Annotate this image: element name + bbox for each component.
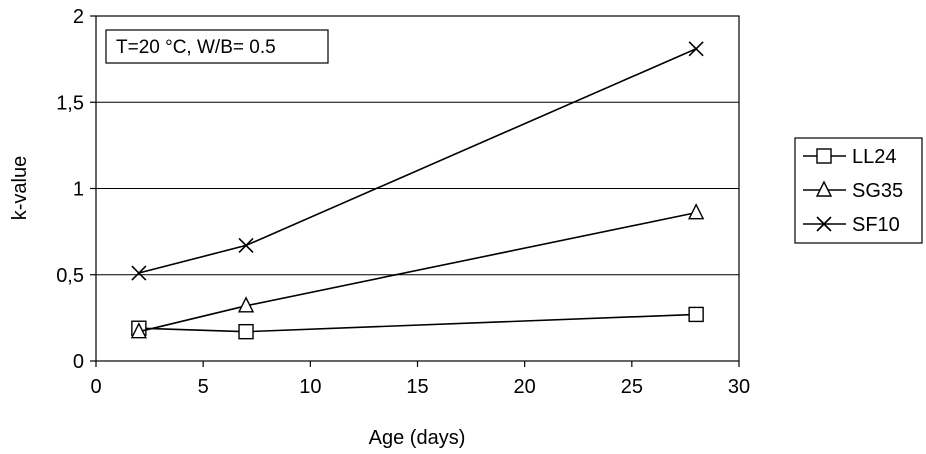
legend-label: LL24 bbox=[852, 146, 897, 168]
series-line bbox=[138, 211, 697, 333]
annotation-box: T=20 °C, W/B= 0.5 bbox=[105, 29, 329, 64]
x-axis-label: Age (days) bbox=[369, 427, 466, 449]
marker-square bbox=[688, 306, 704, 323]
marker-cross bbox=[131, 265, 147, 281]
marker-cross bbox=[688, 41, 704, 57]
series-line bbox=[138, 313, 697, 333]
x-tick-label: 5 bbox=[198, 376, 209, 398]
x-tick-label: 30 bbox=[728, 376, 750, 398]
marker-triangle bbox=[237, 296, 255, 313]
marker-cross bbox=[238, 237, 254, 253]
x-tick-label: 20 bbox=[514, 376, 536, 398]
y-axis-label: k-value bbox=[9, 156, 31, 220]
annotation-text: T=20 °C, W/B= 0.5 bbox=[116, 37, 276, 58]
legend-item-sf10: SF10 bbox=[803, 214, 900, 236]
legend-label: SF10 bbox=[852, 214, 900, 236]
axes: 00,511,520 5 10 15 20 25 30 bbox=[56, 6, 750, 398]
y-tick-label: 1 bbox=[73, 179, 84, 201]
legend: LL24 SG35 SF10 bbox=[794, 137, 923, 244]
y-tick-label: 0 bbox=[73, 351, 84, 373]
annotation-frame bbox=[105, 29, 329, 64]
series-sf10 bbox=[131, 41, 704, 281]
x-tick-label: 10 bbox=[299, 376, 321, 398]
legend-label: SG35 bbox=[852, 180, 903, 202]
x-tick-label: 25 bbox=[621, 376, 643, 398]
marker-square bbox=[816, 148, 832, 164]
y-tick-label: 1,5 bbox=[56, 92, 84, 114]
series-line bbox=[138, 48, 697, 274]
series-sg35 bbox=[130, 203, 705, 339]
x-tick-label: 15 bbox=[406, 376, 428, 398]
legend-item-ll24: LL24 bbox=[803, 146, 897, 168]
gridlines bbox=[96, 101, 739, 276]
series-group bbox=[130, 41, 705, 340]
marker-triangle bbox=[688, 203, 705, 220]
marker-square bbox=[238, 323, 254, 340]
legend-item-sg35: SG35 bbox=[803, 180, 903, 202]
marker-triangle bbox=[815, 180, 833, 197]
y-tick-label: 0,5 bbox=[56, 265, 84, 287]
x-tick-label: 0 bbox=[90, 376, 101, 398]
marker-cross bbox=[816, 216, 832, 232]
y-tick-label: 2 bbox=[73, 6, 84, 28]
marker-triangle bbox=[130, 322, 147, 339]
